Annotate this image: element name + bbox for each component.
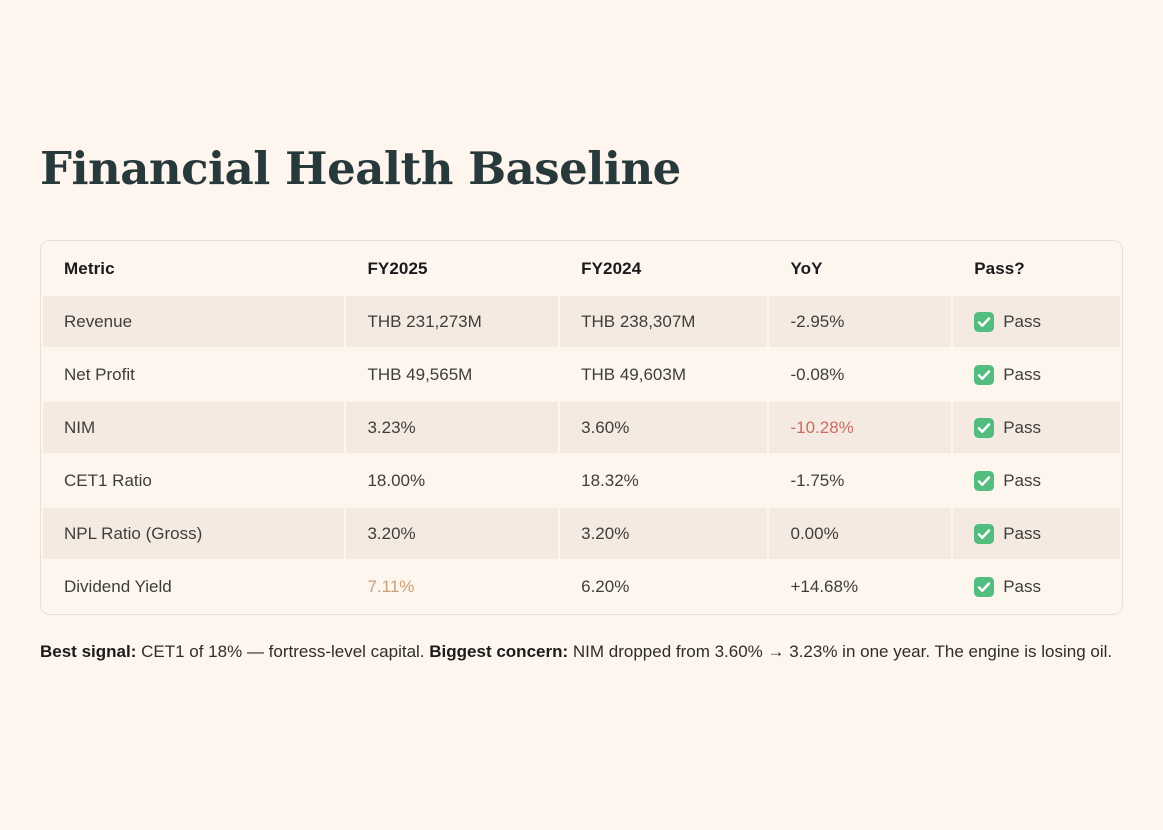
fy2024-cell: 3.20% (560, 508, 768, 559)
metric-cell: Net Profit (43, 349, 345, 400)
metric-cell: Revenue (43, 296, 345, 347)
biggest-concern-label: Biggest concern: (429, 642, 569, 661)
metric-cell: Dividend Yield (43, 561, 345, 612)
fy2025-cell: THB 49,565M (346, 349, 559, 400)
column-header-yoy: YoY (769, 243, 952, 294)
pass-label: Pass (1003, 576, 1041, 596)
table-row-net-profit: Net Profit THB 49,565M THB 49,603M -0.08… (43, 349, 1120, 400)
pass-label: Pass (1003, 417, 1041, 437)
best-signal-label: Best signal: (40, 642, 137, 661)
pass-cell: Pass (953, 508, 1120, 559)
table-row-cet1-ratio: CET1 Ratio 18.00% 18.32% -1.75% Pass (43, 455, 1120, 506)
table-row-nim: NIM 3.23% 3.60% -10.28% Pass (43, 402, 1120, 453)
pass-check-icon (974, 576, 995, 597)
yoy-cell: 0.00% (769, 508, 952, 559)
pass-label: Pass (1003, 523, 1041, 543)
pass-check-icon (974, 311, 995, 332)
yoy-cell: -1.75% (769, 455, 952, 506)
metric-cell: CET1 Ratio (43, 455, 345, 506)
pass-check-icon (974, 364, 995, 385)
pass-check-icon (974, 417, 995, 438)
metric-cell: NIM (43, 402, 345, 453)
page-title: Financial Health Baseline (40, 142, 681, 195)
column-header-fy2025: FY2025 (346, 243, 559, 294)
fy2024-cell: 3.60% (560, 402, 768, 453)
fy2024-cell: 18.32% (560, 455, 768, 506)
page: Financial Health Baseline Metric FY2025 … (40, 142, 1123, 666)
pass-cell: Pass (953, 561, 1120, 612)
fy2025-cell: 18.00% (346, 455, 559, 506)
financial-metrics-table: Metric FY2025 FY2024 YoY Pass? Revenue T… (41, 241, 1122, 614)
fy2025-cell: 3.23% (346, 402, 559, 453)
pass-label: Pass (1003, 470, 1041, 490)
fy2024-cell: THB 49,603M (560, 349, 768, 400)
pass-cell: Pass (953, 349, 1120, 400)
column-header-metric: Metric (43, 243, 345, 294)
pass-label: Pass (1003, 311, 1041, 331)
yoy-cell: -0.08% (769, 349, 952, 400)
table-row-npl-ratio: NPL Ratio (Gross) 3.20% 3.20% 0.00% Pass (43, 508, 1120, 559)
pass-check-icon (974, 470, 995, 491)
pass-cell: Pass (953, 296, 1120, 347)
column-header-pass: Pass? (953, 243, 1120, 294)
table-row-dividend-yield: Dividend Yield 7.11% 6.20% +14.68% Pass (43, 561, 1120, 612)
yoy-cell-negative: -10.28% (769, 402, 952, 453)
biggest-concern-text: NIM dropped from 3.60% → 3.23% in one ye… (572, 642, 1113, 661)
fy2024-cell: THB 238,307M (560, 296, 768, 347)
fy2024-cell: 6.20% (560, 561, 768, 612)
table-header-row: Metric FY2025 FY2024 YoY Pass? (43, 243, 1120, 294)
pass-check-icon (974, 523, 995, 544)
fy2025-cell: THB 231,273M (346, 296, 559, 347)
pass-cell: Pass (953, 455, 1120, 506)
financial-table-card: Metric FY2025 FY2024 YoY Pass? Revenue T… (40, 240, 1123, 615)
pass-label: Pass (1003, 364, 1041, 384)
yoy-cell: -2.95% (769, 296, 952, 347)
pass-cell: Pass (953, 402, 1120, 453)
table-row-revenue: Revenue THB 231,273M THB 238,307M -2.95%… (43, 296, 1120, 347)
yoy-cell: +14.68% (769, 561, 952, 612)
metric-cell: NPL Ratio (Gross) (43, 508, 345, 559)
fy2025-cell: 3.20% (346, 508, 559, 559)
summary-footnote: Best signal: CET1 of 18% — fortress-leve… (40, 638, 1123, 666)
fy2025-cell-highlight: 7.11% (346, 561, 559, 612)
best-signal-text: CET1 of 18% — fortress-level capital. (141, 642, 425, 661)
column-header-fy2024: FY2024 (560, 243, 768, 294)
